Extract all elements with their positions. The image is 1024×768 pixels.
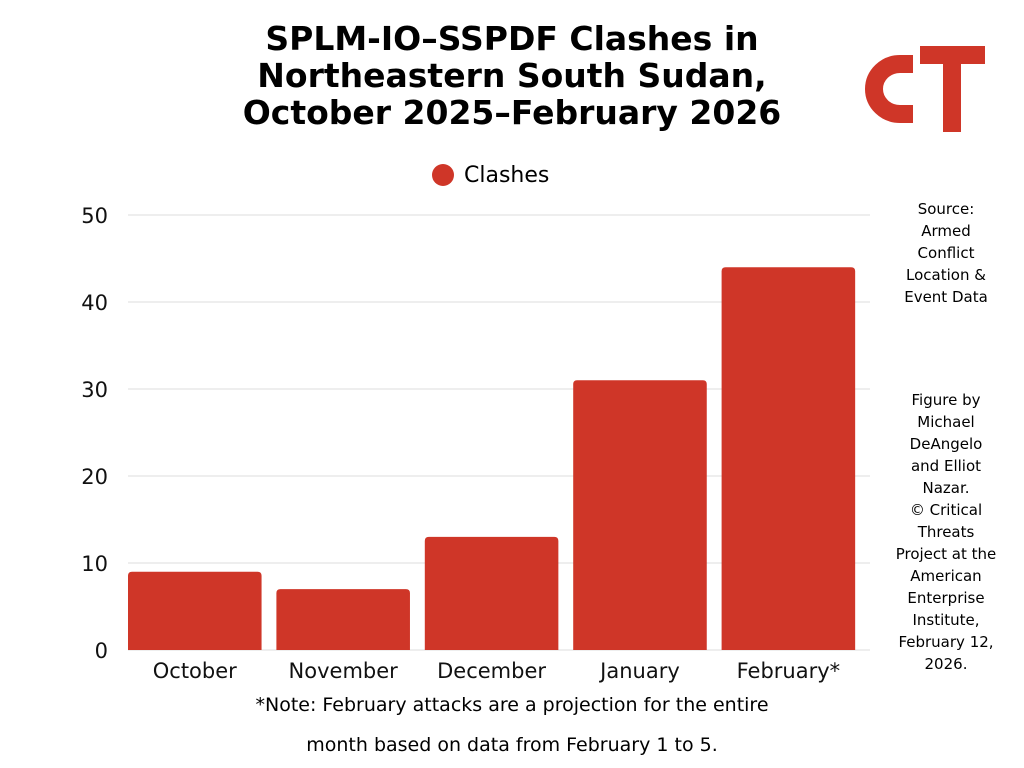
credit-line: DeAngelo xyxy=(909,435,983,453)
y-tick-label: 0 xyxy=(95,639,108,663)
credit-line: Institute, xyxy=(912,611,980,629)
source-line: Location & xyxy=(906,266,986,284)
chart-legend: Clashes xyxy=(432,160,549,190)
credit-note: Figure by Michael DeAngelo and Elliot Nazar.… xyxy=(882,389,1010,675)
legend-label: Clashes xyxy=(464,162,550,188)
source-line: Armed xyxy=(921,222,971,240)
source-line: Event Data xyxy=(904,288,988,306)
credit-line: Nazar. xyxy=(922,479,970,497)
legend-dot-icon xyxy=(432,164,454,186)
bar-february xyxy=(721,267,856,650)
x-tick-label: January xyxy=(598,659,680,683)
footnote-line-1: *Note: February attacks are a projection… xyxy=(255,694,769,716)
logo-letter-c xyxy=(865,55,913,123)
bar-november xyxy=(276,589,410,650)
source-line: Conflict xyxy=(917,244,975,262)
credit-line: and Elliot xyxy=(910,457,982,475)
ct-logo-icon xyxy=(865,46,985,132)
credit-line: Michael xyxy=(917,413,975,431)
credit-line: February 12, xyxy=(898,633,994,651)
logo-letter-t-stem xyxy=(943,46,961,132)
y-tick-label: 50 xyxy=(81,204,108,228)
bar-january xyxy=(573,380,707,650)
title-line-2: Northeastern South Sudan, xyxy=(257,56,767,95)
credit-line: Figure by xyxy=(911,391,981,409)
chart-title: SPLM-IO–SSPDF Clashes in Northeastern So… xyxy=(150,20,874,131)
footnote-line-2: month based on data from February 1 to 5… xyxy=(306,734,718,756)
y-tick-label: 40 xyxy=(81,291,108,315)
x-tick-label: December xyxy=(437,659,546,683)
title-line-1: SPLM-IO–SSPDF Clashes in xyxy=(265,19,759,58)
credit-line: American xyxy=(910,567,982,585)
credit-line: Enterprise xyxy=(907,589,985,607)
x-tick-label: November xyxy=(289,659,399,683)
y-tick-label: 30 xyxy=(81,378,108,402)
credit-line: © Critical xyxy=(909,501,983,519)
credit-line: Threats xyxy=(917,523,975,541)
bar-december xyxy=(424,536,559,650)
y-tick-label: 20 xyxy=(81,465,108,489)
source-line: Source: xyxy=(917,200,975,218)
x-tick-label: October xyxy=(153,659,237,683)
y-tick-label: 10 xyxy=(81,552,108,576)
credit-line: 2026. xyxy=(924,655,968,673)
bar-october xyxy=(128,571,262,650)
source-note: Source: Armed Conflict Location & Event Data xyxy=(882,198,1010,308)
title-line-3: October 2025–February 2026 xyxy=(242,93,782,132)
x-tick-label: February* xyxy=(737,659,841,683)
credit-line: Project at the xyxy=(895,545,997,563)
